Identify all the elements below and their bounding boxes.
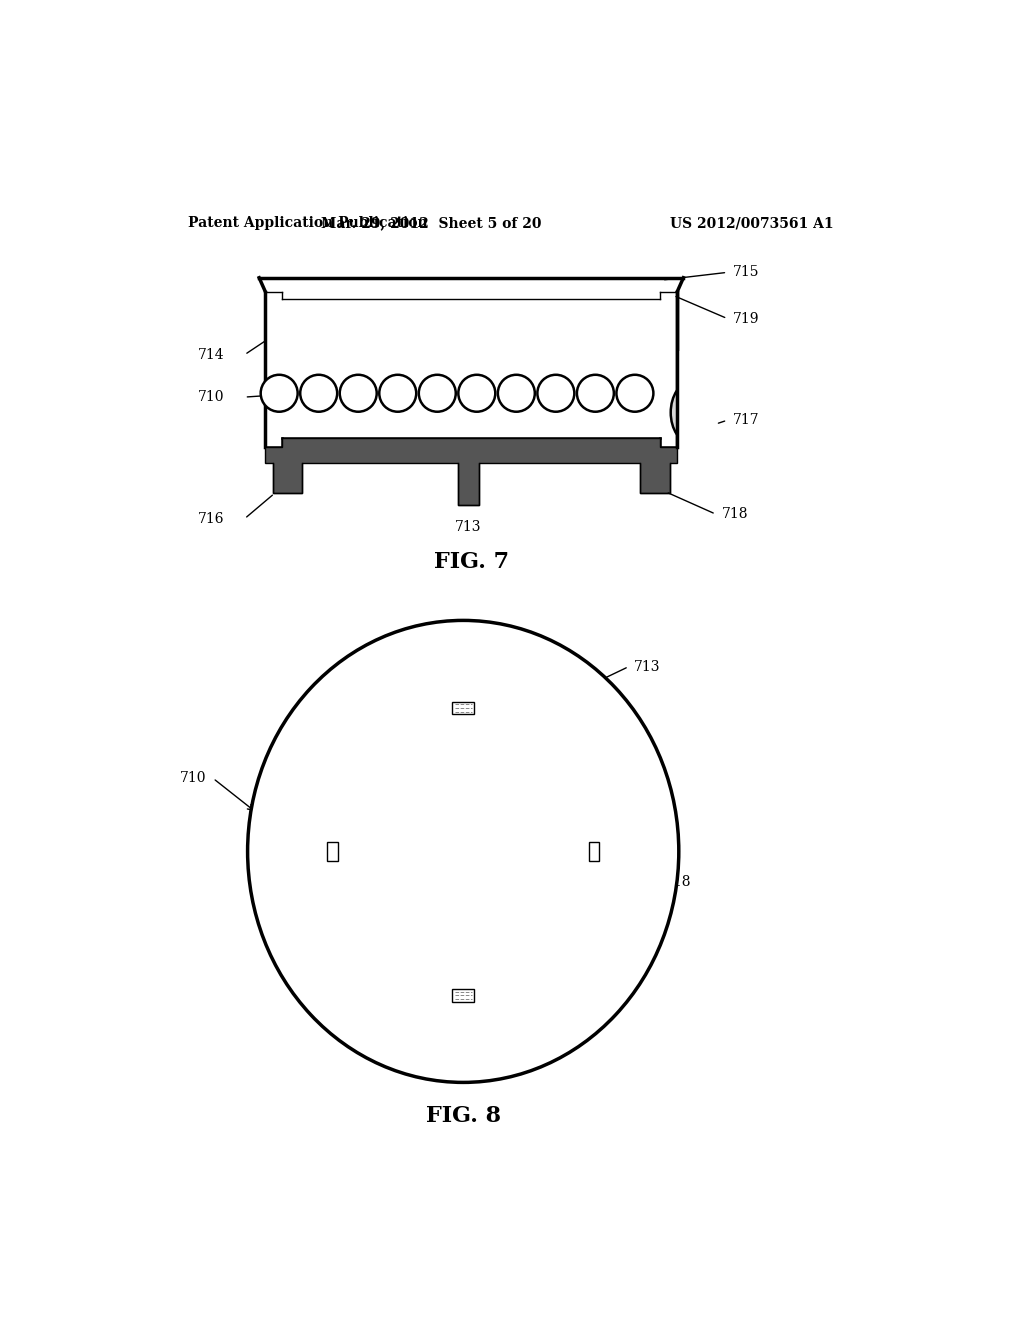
Text: 717: 717: [733, 413, 760, 428]
Ellipse shape: [340, 375, 377, 412]
Ellipse shape: [329, 705, 598, 998]
Ellipse shape: [248, 620, 679, 1082]
Bar: [327, 842, 338, 861]
Ellipse shape: [577, 375, 613, 412]
Polygon shape: [265, 438, 677, 506]
Bar: [453, 702, 474, 714]
Ellipse shape: [538, 375, 574, 412]
Ellipse shape: [261, 375, 298, 412]
Text: 715: 715: [733, 265, 759, 280]
Ellipse shape: [300, 375, 337, 412]
Text: 716: 716: [199, 512, 225, 525]
Ellipse shape: [357, 737, 569, 966]
Text: 710: 710: [180, 771, 207, 785]
Ellipse shape: [261, 635, 665, 1069]
Text: FIG. 7: FIG. 7: [434, 552, 509, 573]
Bar: [677, 351, 831, 474]
Ellipse shape: [498, 375, 535, 412]
Text: US 2012/0073561 A1: US 2012/0073561 A1: [670, 216, 834, 230]
Ellipse shape: [616, 375, 653, 412]
Ellipse shape: [419, 375, 456, 412]
Text: 718: 718: [665, 875, 691, 890]
Text: 713: 713: [634, 660, 660, 673]
Ellipse shape: [255, 628, 671, 1074]
Ellipse shape: [459, 375, 496, 412]
Text: 710: 710: [199, 391, 225, 404]
Text: Mar. 29, 2012  Sheet 5 of 20: Mar. 29, 2012 Sheet 5 of 20: [321, 216, 541, 230]
Text: Patent Application Publication: Patent Application Publication: [188, 216, 428, 230]
Ellipse shape: [339, 715, 588, 987]
Ellipse shape: [305, 681, 621, 1022]
Text: 719: 719: [733, 312, 759, 326]
Text: 714: 714: [199, 347, 225, 362]
Text: 713: 713: [456, 520, 482, 535]
Bar: [453, 989, 474, 1002]
Ellipse shape: [269, 643, 657, 1060]
Ellipse shape: [379, 375, 416, 412]
Text: FIG. 8: FIG. 8: [426, 1106, 501, 1127]
Bar: [589, 842, 599, 861]
Ellipse shape: [671, 381, 713, 444]
Text: 718: 718: [722, 507, 749, 521]
